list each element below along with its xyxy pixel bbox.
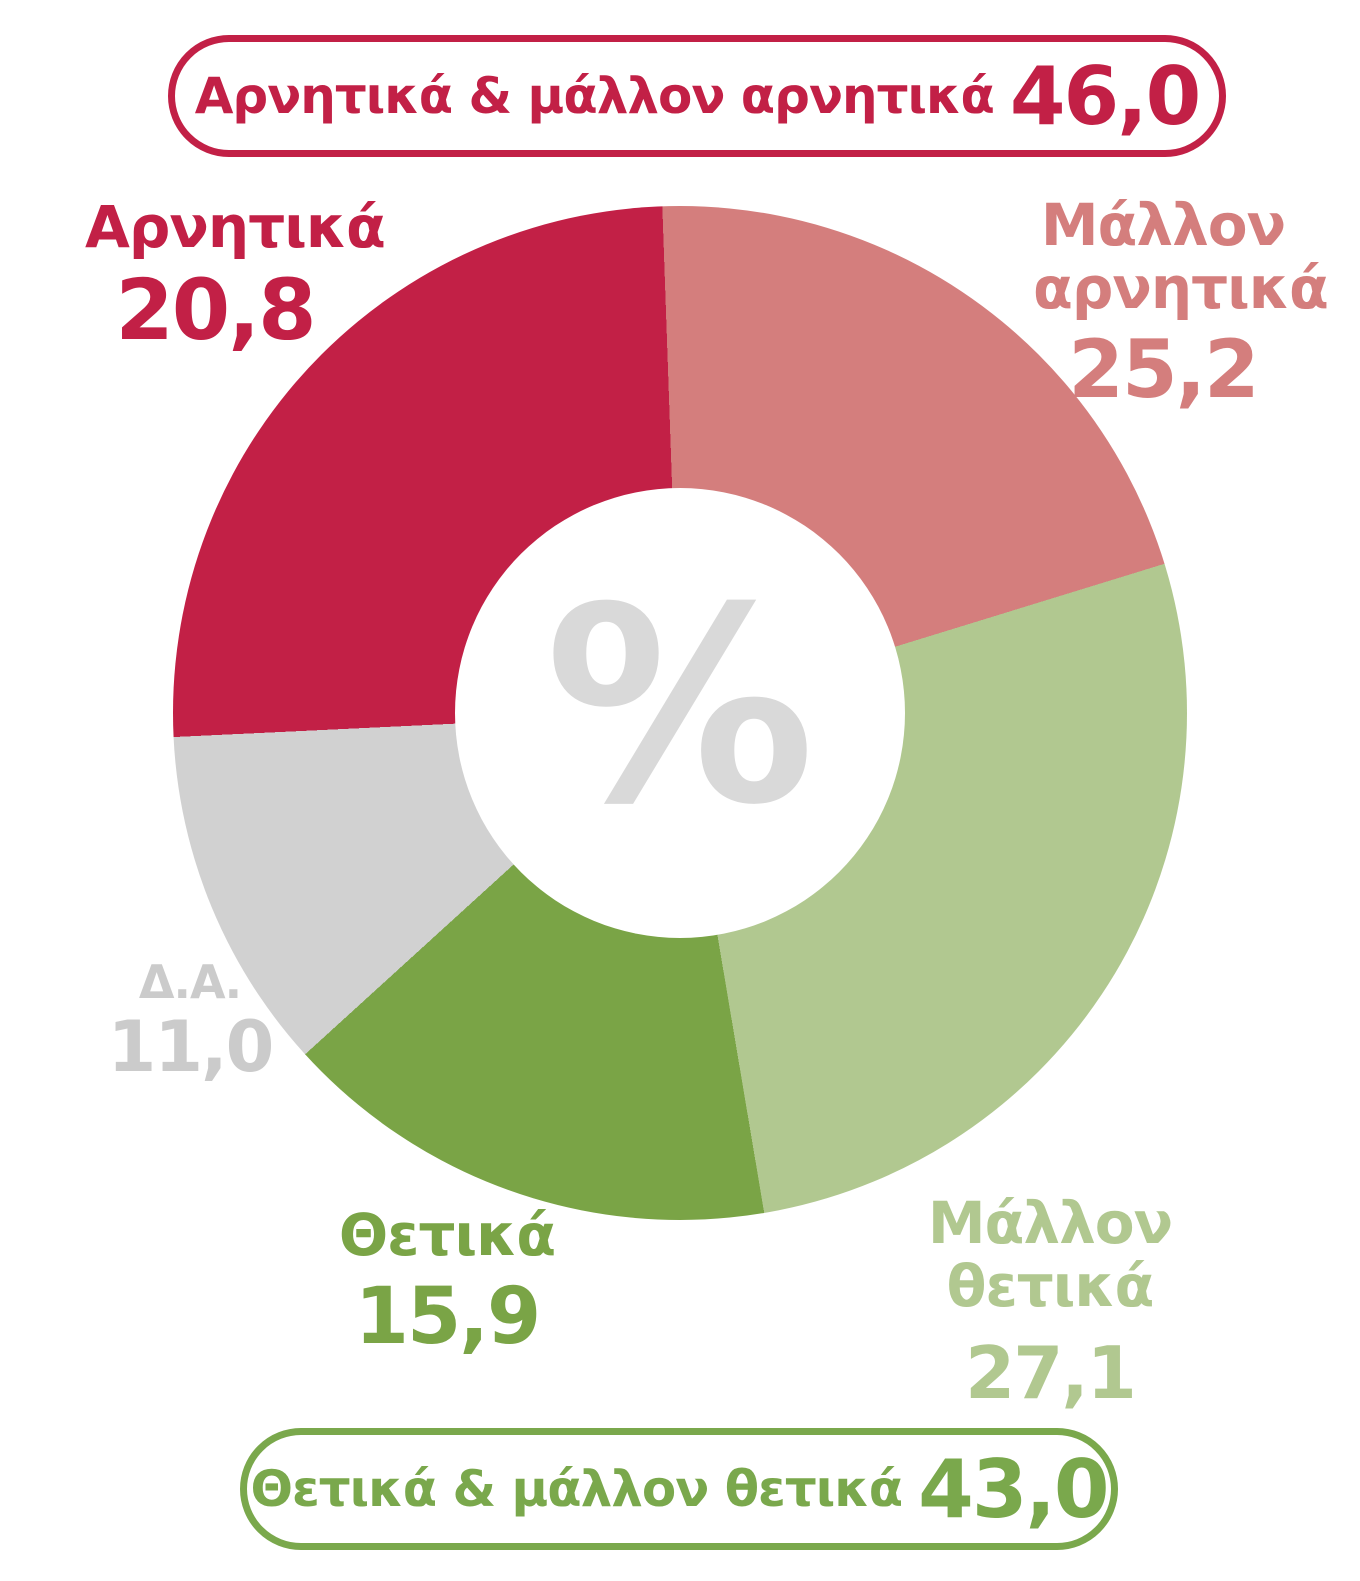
negative-summary-value: 46,0	[1009, 49, 1201, 143]
callout-dk-value: 11,0	[107, 1005, 275, 1088]
callout-rather-negative-value: 25,2	[1068, 323, 1259, 417]
callout-rather-negative: Μάλλον αρνητικά 25,2	[1033, 191, 1329, 417]
callout-dk: Δ.Α. 11,0	[90, 955, 290, 1088]
percent-symbol: %	[544, 549, 816, 864]
negative-summary-label: Αρνητικά & μάλλον αρνητικά	[194, 67, 995, 125]
callout-rather-negative-label-line2: αρνητικά	[1033, 253, 1329, 322]
callout-rather-positive: Μάλλον θετικά 27,1	[920, 1192, 1180, 1413]
callout-rather-positive-label-line2: θετικά	[946, 1251, 1155, 1320]
donut-hole: %	[455, 488, 905, 938]
callout-rather-negative-label-line1: Μάλλον	[1040, 191, 1286, 259]
callout-negative-label: Αρνητικά	[85, 193, 386, 261]
callout-dk-label: Δ.Α.	[138, 955, 242, 1009]
positive-summary-label: Θετικά & μάλλον θετικά	[250, 1460, 903, 1518]
negative-summary-banner: Αρνητικά & μάλλον αρνητικά 46,0	[168, 35, 1226, 157]
callout-rather-positive-label-line1: Μάλλον	[927, 1189, 1173, 1257]
callout-rather-positive-value: 27,1	[965, 1331, 1137, 1416]
callout-positive: Θετικά 15,9	[337, 1204, 557, 1359]
callout-negative-value: 20,8	[115, 260, 316, 359]
callout-positive-label: Θετικά	[338, 1201, 556, 1269]
positive-summary-banner: Θετικά & μάλλον θετικά 43,0	[240, 1428, 1118, 1550]
callout-negative: Αρνητικά 20,8	[85, 193, 386, 359]
callout-positive-value: 15,9	[354, 1271, 541, 1362]
positive-summary-value: 43,0	[918, 1442, 1109, 1536]
